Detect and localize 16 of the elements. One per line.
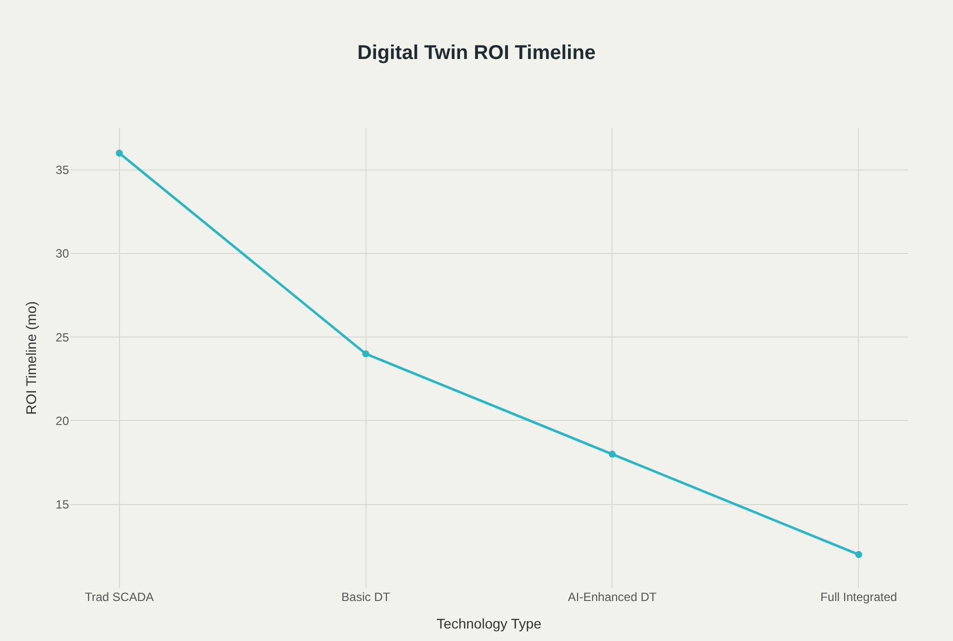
x-axis-title: Technology Type	[436, 615, 542, 632]
point	[116, 150, 123, 157]
point	[855, 551, 862, 558]
point	[362, 350, 370, 358]
y-tick-label: 30	[56, 246, 70, 261]
x-tick-label: Basic DT	[341, 590, 391, 604]
x-tick-label: Full Integrated	[820, 590, 898, 604]
y-tick-label: 15	[56, 498, 70, 512]
chart-title: Digital Twin ROI Timeline	[357, 42, 596, 64]
y-tick-label: 25	[56, 330, 70, 344]
y-tick-label: 20	[56, 414, 70, 428]
y-tick-label: 35	[56, 163, 70, 178]
x-tick-label: AI-Enhanced DT	[568, 590, 658, 604]
y-axis-title: ROI Timeline (mo)	[23, 301, 40, 415]
x-tick-label: Trad SCADA	[84, 590, 154, 604]
point	[608, 450, 616, 458]
